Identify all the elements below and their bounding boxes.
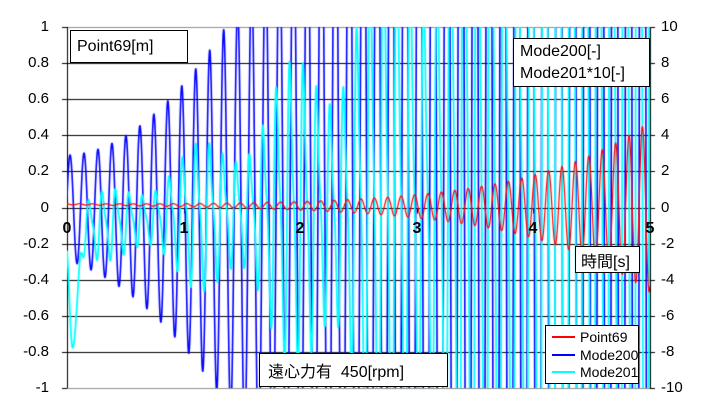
condition-annotation-box: 遠心力有 450[rpm] <box>259 353 448 387</box>
left-tick-label: 0.4 <box>28 126 49 143</box>
x-tick-label: 4 <box>528 220 538 237</box>
legend-line-sample-blue <box>552 353 575 356</box>
left-tick-label: -0.6 <box>23 307 49 324</box>
x-tick-label: 1 <box>179 220 189 237</box>
legend-label: Point69 <box>580 328 628 345</box>
x-tick-label: 5 <box>645 220 655 237</box>
x-tick-label: 2 <box>295 220 305 237</box>
legend-label: Mode201 <box>580 364 639 381</box>
right-tick-label: -6 <box>661 307 675 324</box>
right-tick-label: -4 <box>661 271 675 288</box>
right-tick-label: 8 <box>661 54 670 71</box>
legend-label: Mode200 <box>580 346 639 363</box>
left-tick-label: -1 <box>35 379 49 396</box>
right-axis-title-mode200: Mode200[-] <box>520 42 601 60</box>
right-tick-label: 6 <box>661 90 670 107</box>
legend: Point69 Mode200 Mode201 <box>545 325 639 384</box>
legend-item-mode200: Mode200 <box>546 346 638 364</box>
left-tick-label: -0.2 <box>23 235 49 252</box>
right-tick-label: -2 <box>661 235 675 252</box>
right-axis-title-mode201: Mode201*10[-] <box>520 64 625 82</box>
legend-line-sample-cyan <box>552 371 575 374</box>
x-tick-label: 3 <box>412 220 422 237</box>
left-axis-title-box: Point69[m] <box>70 30 188 63</box>
legend-item-point69: Point69 <box>546 328 638 346</box>
left-tick-label: -0.8 <box>23 343 49 360</box>
right-tick-label: -8 <box>661 343 675 360</box>
right-axis-title-box: Mode200[-] Mode201*10[-] <box>513 38 650 87</box>
left-tick-label: 0.8 <box>28 54 49 71</box>
right-tick-label: 0 <box>661 199 670 216</box>
right-tick-label: 10 <box>661 18 678 35</box>
left-tick-label: 0.2 <box>28 162 49 179</box>
condition-annotation: 遠心力有 450[rpm] <box>268 364 405 381</box>
right-tick-label: 4 <box>661 126 670 143</box>
left-tick-label: 0.6 <box>28 90 49 107</box>
left-tick-label: -0.4 <box>23 271 49 288</box>
right-tick-label: -10 <box>661 379 683 396</box>
x-tick-label: 0 <box>62 220 72 237</box>
left-tick-label: 0 <box>40 199 49 216</box>
legend-line-sample-red <box>552 335 575 338</box>
left-tick-label: 1 <box>40 18 49 35</box>
legend-item-mode201: Mode201 <box>546 363 638 381</box>
right-tick-label: 2 <box>661 162 670 179</box>
left-axis-title: Point69[m] <box>77 37 154 55</box>
x-axis-title: 時間[s] <box>581 253 630 271</box>
x-axis-title-box: 時間[s] <box>575 246 640 273</box>
